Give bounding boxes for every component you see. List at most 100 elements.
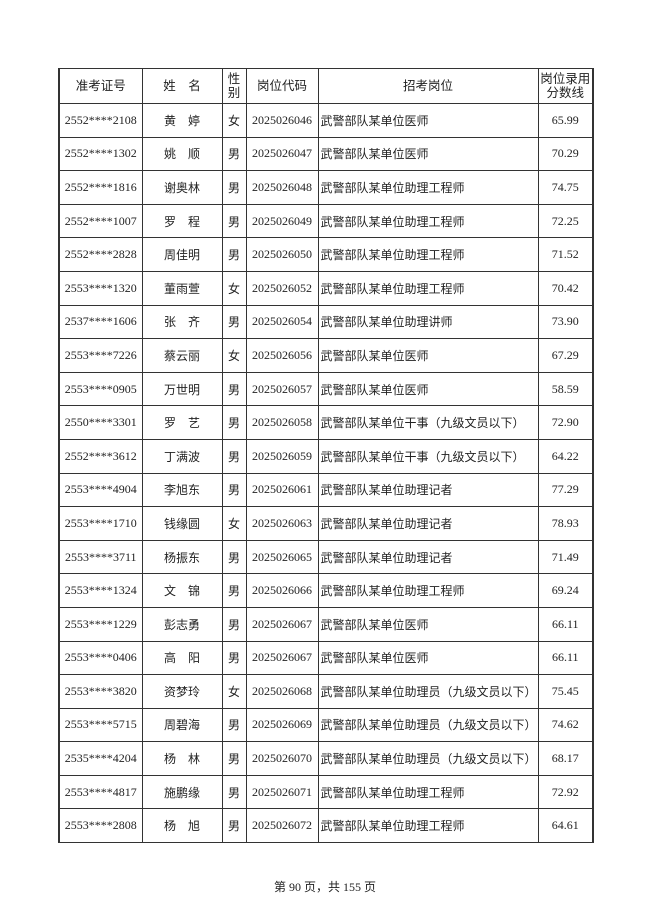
- cell-gender: 男: [221, 304, 247, 340]
- cell-exam-id: 2553****0905: [58, 371, 143, 407]
- cell-exam-id: 2553****1324: [58, 573, 143, 608]
- cell-gender: 男: [221, 371, 247, 407]
- cell-post: 武警部队某单位助理工程师: [317, 573, 539, 608]
- cell-gender: 男: [221, 170, 247, 205]
- cell-cutoff-score: 75.45: [537, 674, 594, 709]
- cell-post: 武警部队某单位助理工程师: [317, 170, 539, 205]
- cell-cutoff-score: 68.17: [537, 741, 594, 776]
- table-row: 2553****1320 董雨萱女 2025026052 武警部队某单位助理工程师 70…: [58, 270, 594, 306]
- cell-exam-id: 2552****1007: [58, 203, 143, 239]
- table-row: 2553****3820 资梦玲女 2025026068 武警部队某单位助理员（九级文…: [58, 674, 594, 709]
- table-row: 2553****7226 蔡云丽女 2025026056 武警部队某单位医师 67.29: [58, 338, 594, 373]
- cell-post: 武警部队某单位医师: [317, 640, 539, 676]
- cell-exam-id: 2552****1302: [58, 136, 143, 172]
- table-row: 2552****3612 丁满波男 2025026059 武警部队某单位干事（九级文员…: [58, 438, 594, 474]
- cell-cutoff-score: 77.29: [537, 472, 594, 508]
- cell-gender: 男: [221, 640, 247, 676]
- cell-gender: 男: [221, 438, 247, 474]
- table-row: 2553****1229 彭志勇男 2025026067 武警部队某单位医师 66.11: [58, 606, 594, 642]
- cell-post-code: 2025026047: [245, 136, 319, 172]
- cell-post: 武警部队某单位助理员（九级文员以下）: [317, 674, 539, 709]
- cell-exam-id: 2552****2828: [58, 237, 143, 272]
- cell-gender: 女: [221, 506, 247, 541]
- cell-cutoff-score: 72.25: [537, 203, 594, 239]
- cell-name: 杨 林: [141, 741, 223, 776]
- cell-post-code: 2025026067: [245, 640, 319, 676]
- cell-cutoff-score: 64.61: [537, 808, 594, 844]
- cell-post-code: 2025026046: [245, 103, 319, 138]
- cell-post-code: 2025026070: [245, 741, 319, 776]
- header-exam-id: 准考证号: [58, 68, 143, 104]
- cell-gender: 男: [221, 573, 247, 608]
- cell-gender: 男: [221, 808, 247, 844]
- header-name: 姓 名: [141, 68, 223, 104]
- cell-name: 万世明: [141, 371, 223, 407]
- table-row: 2550****3301 罗 艺男 2025026058 武警部队某单位干事（九级文员…: [58, 405, 594, 440]
- cell-name: 董雨萱: [141, 270, 223, 306]
- cell-cutoff-score: 64.22: [537, 438, 594, 474]
- cell-post-code: 2025026065: [245, 539, 319, 575]
- cell-name: 周碧海: [141, 707, 223, 743]
- cell-post: 武警部队某单位助理员（九级文员以下）: [317, 707, 539, 743]
- cell-name: 钱缘圆: [141, 506, 223, 541]
- cell-gender: 男: [221, 539, 247, 575]
- table-row: 2535****4204 杨 林男 2025026070 武警部队某单位助理员（九级文…: [58, 741, 594, 776]
- cell-post-code: 2025026067: [245, 606, 319, 642]
- cell-exam-id: 2553****3711: [58, 539, 143, 575]
- cell-name: 杨振东: [141, 539, 223, 575]
- cell-gender: 男: [221, 741, 247, 776]
- cell-post-code: 2025026057: [245, 371, 319, 407]
- table-row: 2552****1302 姚 顺男 2025026047 武警部队某单位医师 70.29: [58, 136, 594, 172]
- cell-cutoff-score: 70.29: [537, 136, 594, 172]
- cell-gender: 男: [221, 136, 247, 172]
- table-row: 2552****2828 周佳明男 2025026050 武警部队某单位助理工程师 71…: [58, 237, 594, 272]
- cell-cutoff-score: 78.93: [537, 506, 594, 541]
- cell-gender: 男: [221, 472, 247, 508]
- cell-post-code: 2025026068: [245, 674, 319, 709]
- cell-cutoff-score: 69.24: [537, 573, 594, 608]
- cell-exam-id: 2553****4904: [58, 472, 143, 508]
- cell-gender: 男: [221, 405, 247, 440]
- cell-post-code: 2025026069: [245, 707, 319, 743]
- cell-gender: 女: [221, 338, 247, 373]
- cell-gender: 男: [221, 606, 247, 642]
- cell-exam-id: 2553****3820: [58, 674, 143, 709]
- cell-gender: 女: [221, 270, 247, 306]
- cell-cutoff-score: 58.59: [537, 371, 594, 407]
- table-body: 2552****2108 黄 婷女 2025026046 武警部队某单位医师 65.99…: [58, 103, 594, 844]
- cell-name: 张 齐: [141, 304, 223, 340]
- cell-post: 武警部队某单位医师: [317, 371, 539, 407]
- cell-cutoff-score: 71.49: [537, 539, 594, 575]
- table-row: 2553****0406 高 阳男 2025026067 武警部队某单位医师 66.11: [58, 640, 594, 676]
- cell-post: 武警部队某单位助理记者: [317, 539, 539, 575]
- cell-post-code: 2025026049: [245, 203, 319, 239]
- header-post: 招考岗位: [317, 68, 539, 104]
- cell-name: 彭志勇: [141, 606, 223, 642]
- table-row: 2553****3711 杨振东男 2025026065 武警部队某单位助理记者 71.…: [58, 539, 594, 575]
- cell-cutoff-score: 70.42: [537, 270, 594, 306]
- cell-exam-id: 2553****5715: [58, 707, 143, 743]
- cell-cutoff-score: 71.52: [537, 237, 594, 272]
- table-row: 2553****0905 万世明男 2025026057 武警部队某单位医师 58.59: [58, 371, 594, 407]
- cell-post-code: 2025026071: [245, 774, 319, 810]
- cell-gender: 男: [221, 774, 247, 810]
- cell-post: 武警部队某单位助理工程师: [317, 237, 539, 272]
- cell-exam-id: 2552****2108: [58, 103, 143, 138]
- cell-post: 武警部队某单位医师: [317, 338, 539, 373]
- cell-exam-id: 2553****1320: [58, 270, 143, 306]
- cell-name: 文 锦: [141, 573, 223, 608]
- cell-exam-id: 2535****4204: [58, 741, 143, 776]
- cell-name: 丁满波: [141, 438, 223, 474]
- cell-exam-id: 2553****1229: [58, 606, 143, 642]
- cell-name: 蔡云丽: [141, 338, 223, 373]
- cell-name: 罗 艺: [141, 405, 223, 440]
- header-cutoff-score: 岗位录用分数线: [537, 68, 594, 104]
- cell-cutoff-score: 66.11: [537, 640, 594, 676]
- table-row: 2553****2808 杨 旭男 2025026072 武警部队某单位助理工程师 64…: [58, 808, 594, 844]
- cell-exam-id: 2553****1710: [58, 506, 143, 541]
- cell-post-code: 2025026063: [245, 506, 319, 541]
- cell-post: 武警部队某单位医师: [317, 606, 539, 642]
- cell-post: 武警部队某单位助理工程师: [317, 203, 539, 239]
- cell-exam-id: 2550****3301: [58, 405, 143, 440]
- cell-post: 武警部队某单位干事（九级文员以下）: [317, 405, 539, 440]
